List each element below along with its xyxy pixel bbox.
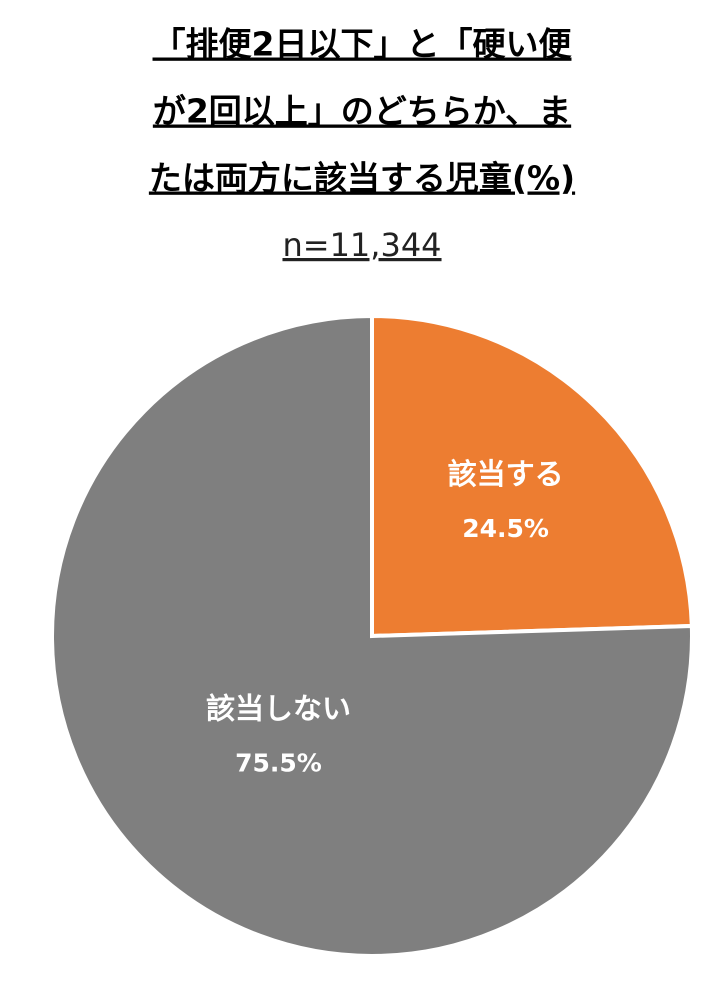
slice-category-label: 該当する	[448, 457, 564, 491]
data-labels: 該当する 24.5% 該当しない 75.5%	[206, 457, 564, 777]
chart-title-line: が2回以上」のどちらか、ま	[153, 92, 571, 131]
chart-subtitle: n=11,344	[282, 226, 441, 264]
pie-slice	[370, 313, 694, 639]
slice-category-label: 該当しない	[206, 692, 351, 726]
slice-value-label: 24.5%	[462, 514, 549, 543]
slice-value-label: 75.5%	[235, 749, 322, 778]
chart-title-line: 「排便2日以下」と「硬い便	[153, 25, 573, 64]
pie	[50, 313, 694, 958]
chart-title-line: たは両方に該当する児童(%)	[149, 159, 575, 198]
pie-slice	[50, 313, 694, 958]
